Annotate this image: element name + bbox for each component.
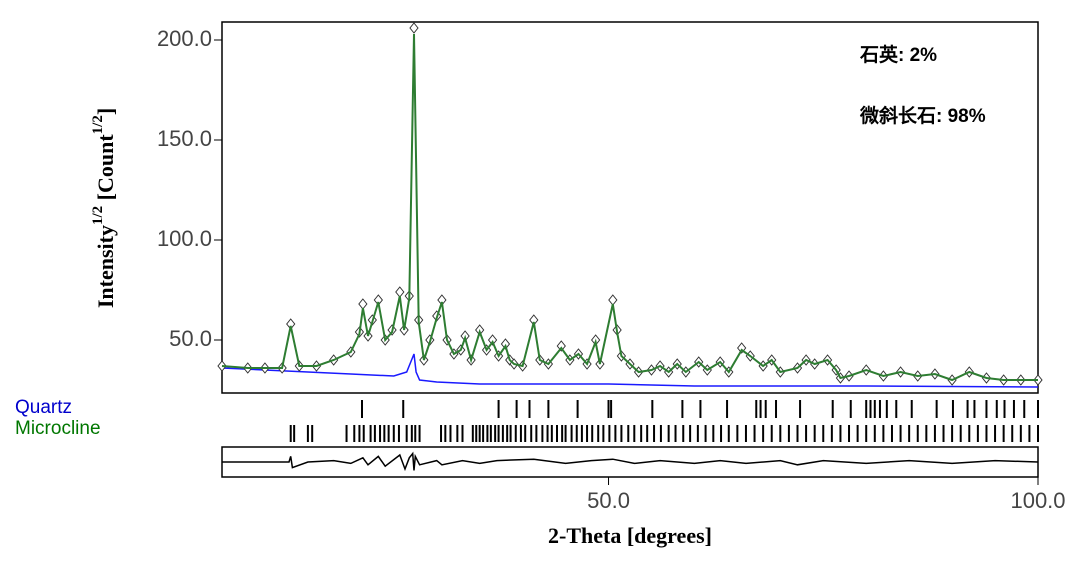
observed-point	[409, 22, 419, 34]
annotation: 石英: 2%	[859, 43, 937, 66]
plot-frame	[221, 21, 1039, 394]
y-tick-label: 200.0	[157, 26, 212, 51]
y-tick-label: 150.0	[157, 126, 212, 151]
x-tick-label: 50.0	[587, 488, 630, 513]
x-axis-label: 2-Theta [degrees]	[548, 523, 712, 548]
y-axis-label: Intensity1/2 [Count1/2]	[90, 108, 118, 308]
y-label-part: Intensity	[93, 225, 118, 308]
legend-entry: Microcline	[15, 418, 101, 439]
difference-line	[222, 451, 1039, 472]
observed-point	[358, 298, 368, 310]
y-label-part: ]	[93, 108, 118, 115]
observed-point	[487, 334, 498, 346]
background-line	[221, 353, 1039, 388]
observed-point	[608, 294, 618, 306]
y-label-sup: 1/2	[90, 206, 106, 225]
y-label-part: [Count	[93, 134, 118, 206]
frames	[221, 21, 1039, 478]
observed-point	[556, 340, 566, 352]
x-tick-label: 100.0	[1010, 488, 1065, 513]
y-label-sup: 1/2	[90, 115, 106, 134]
annotation: 微斜长石: 98%	[859, 104, 986, 127]
y-tick-label: 50.0	[169, 326, 212, 351]
observed-point	[395, 286, 405, 298]
calculated-line	[221, 33, 1038, 382]
y-tick-label: 100.0	[157, 226, 212, 251]
legend-entry: Quartz	[15, 397, 72, 418]
